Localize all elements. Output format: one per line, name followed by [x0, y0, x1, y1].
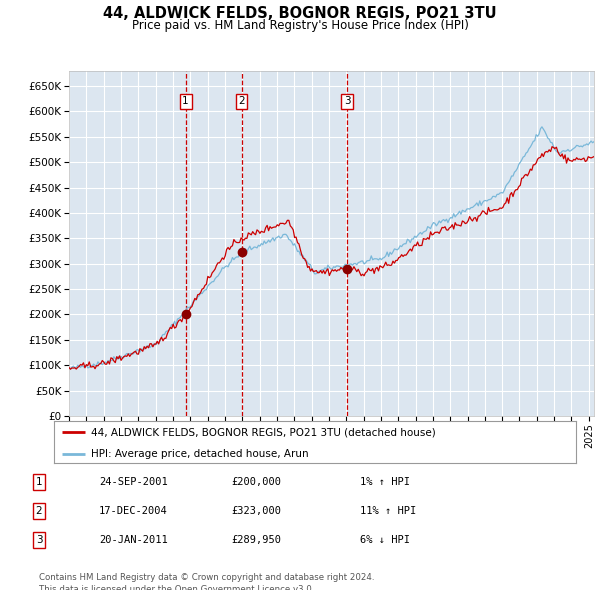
Text: 1: 1 — [182, 96, 189, 106]
Text: HPI: Average price, detached house, Arun: HPI: Average price, detached house, Arun — [91, 449, 308, 459]
Text: 20-JAN-2011: 20-JAN-2011 — [99, 535, 168, 545]
Text: Contains HM Land Registry data © Crown copyright and database right 2024.
This d: Contains HM Land Registry data © Crown c… — [39, 573, 374, 590]
Text: 1: 1 — [35, 477, 43, 487]
Text: £200,000: £200,000 — [231, 477, 281, 487]
Text: 3: 3 — [35, 535, 43, 545]
Text: £323,000: £323,000 — [231, 506, 281, 516]
Text: 1% ↑ HPI: 1% ↑ HPI — [360, 477, 410, 487]
Text: 44, ALDWICK FELDS, BOGNOR REGIS, PO21 3TU: 44, ALDWICK FELDS, BOGNOR REGIS, PO21 3T… — [103, 6, 497, 21]
Text: 2: 2 — [35, 506, 43, 516]
Text: 17-DEC-2004: 17-DEC-2004 — [99, 506, 168, 516]
Text: 6% ↓ HPI: 6% ↓ HPI — [360, 535, 410, 545]
Text: 11% ↑ HPI: 11% ↑ HPI — [360, 506, 416, 516]
Text: Price paid vs. HM Land Registry's House Price Index (HPI): Price paid vs. HM Land Registry's House … — [131, 19, 469, 32]
Text: 2: 2 — [238, 96, 245, 106]
Text: £289,950: £289,950 — [231, 535, 281, 545]
Text: 44, ALDWICK FELDS, BOGNOR REGIS, PO21 3TU (detached house): 44, ALDWICK FELDS, BOGNOR REGIS, PO21 3T… — [91, 427, 435, 437]
Text: 3: 3 — [344, 96, 350, 106]
Text: 24-SEP-2001: 24-SEP-2001 — [99, 477, 168, 487]
